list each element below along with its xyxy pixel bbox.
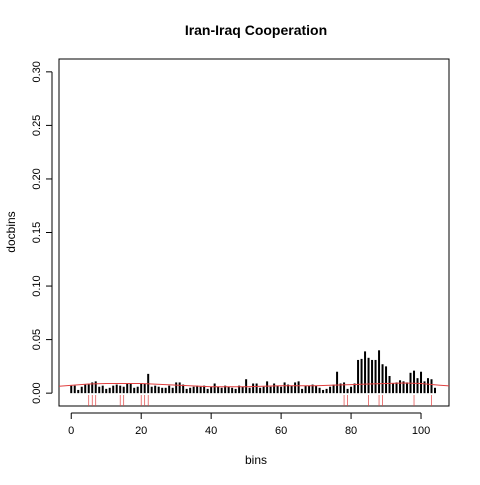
x-tick-label: 0 (68, 425, 74, 437)
x-tick-label: 100 (412, 425, 430, 437)
plot-frame (58, 58, 450, 407)
x-tick-label: 60 (275, 425, 287, 437)
x-axis-label: bins (245, 453, 267, 467)
x-tick-label: 80 (345, 425, 357, 437)
y-axis: 0.00 0.05 0.10 0.15 0.20 0.25 0.30 (31, 61, 53, 404)
y-axis-label: docbins (4, 211, 18, 252)
y-tick-label: 0.15 (31, 222, 43, 243)
chart-title: Iran-Iraq Cooperation (185, 22, 327, 38)
x-tick-label: 20 (135, 425, 147, 437)
x-axis: 0 20 40 60 80 100 (68, 412, 430, 437)
bars-layer (70, 350, 437, 394)
y-tick-label: 0.25 (31, 115, 43, 136)
y-tick-label: 0.10 (31, 275, 43, 296)
smooth-line (58, 382, 450, 388)
y-tick-label: 0.05 (31, 329, 43, 350)
y-tick-label: 0.20 (31, 168, 43, 189)
rug-layer (88, 395, 432, 406)
y-tick-label: 0.00 (31, 382, 43, 403)
smooth-layer (58, 382, 450, 388)
y-tick-label: 0.30 (31, 61, 43, 82)
x-tick-label: 40 (205, 425, 217, 437)
